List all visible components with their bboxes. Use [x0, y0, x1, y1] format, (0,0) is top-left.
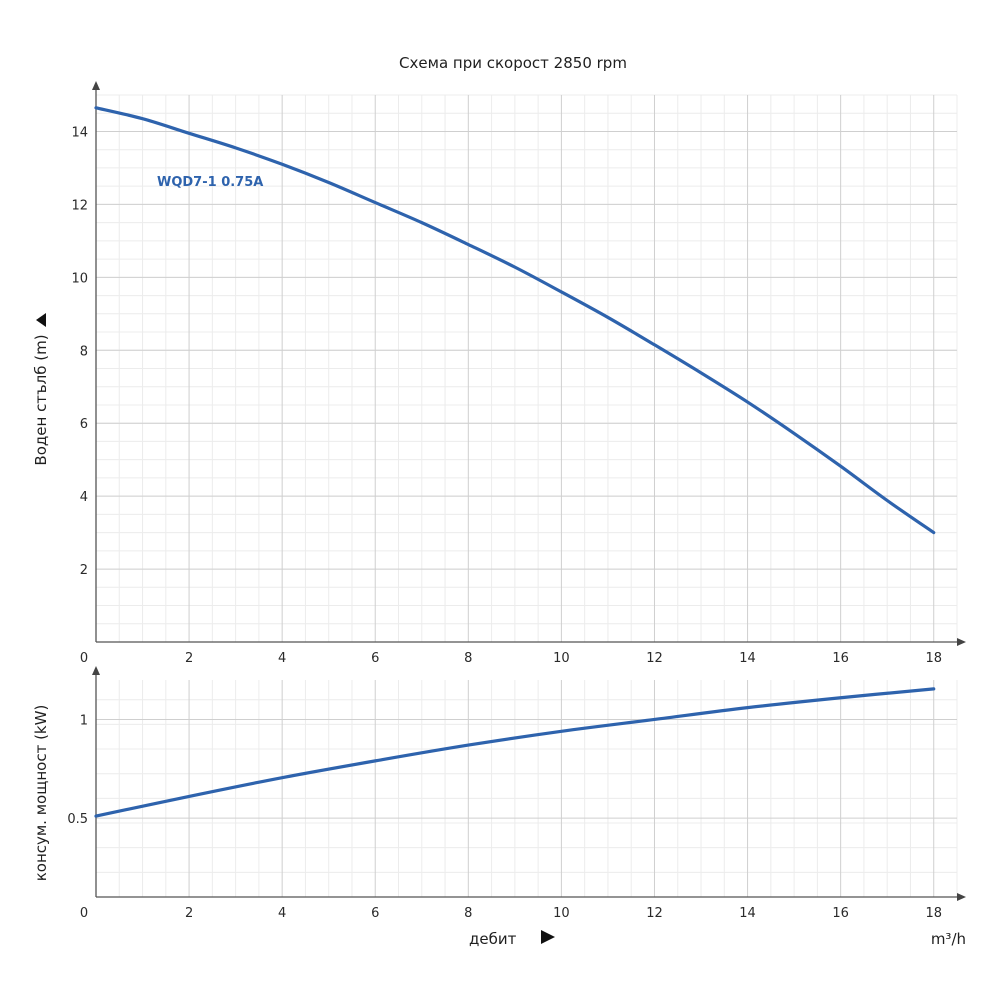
head-x-tick-label: 0 — [80, 651, 88, 666]
x-axis-title: дебит — [469, 930, 517, 948]
head-y-tick-label: 4 — [80, 490, 88, 505]
power-x-tick-label: 14 — [739, 906, 756, 921]
head-x-tick-label: 4 — [278, 651, 286, 666]
head-y-tick-label: 2 — [80, 563, 88, 578]
power-y-axis-title: консум. мощност (kW) — [32, 705, 50, 882]
head-series-line-0 — [94, 106, 936, 535]
power-x-tick-label: 10 — [553, 906, 570, 921]
power-x-tick-label: 18 — [925, 906, 942, 921]
head-y-tick-label: 8 — [80, 344, 88, 359]
head-y-axis-title: Воден стълб (m) — [32, 334, 50, 465]
head-y-tick-label: 14 — [71, 125, 88, 140]
power-x-tick-label: 8 — [464, 906, 472, 921]
head-y-tick-label: 6 — [80, 417, 88, 432]
series-label: WQD7-1 0.75A — [157, 175, 263, 190]
power-y-tick-label: 1 — [80, 713, 88, 728]
power-x-tick-label: 2 — [185, 906, 193, 921]
chart-title: Схема при скорост 2850 rpm — [399, 54, 627, 72]
head-x-axis-arrow — [957, 638, 966, 646]
power-x-tick-label: 6 — [371, 906, 379, 921]
power-y-tick-label: 0.5 — [67, 812, 88, 827]
head-y-tick-label: 12 — [71, 198, 88, 213]
head-x-tick-label: 2 — [185, 651, 193, 666]
power-x-tick-label: 0 — [80, 906, 88, 921]
power-series-line-0 — [94, 687, 936, 818]
head-y-tick-label: 10 — [71, 271, 88, 286]
head-y-axis-title-arrow — [36, 313, 46, 327]
power-x-axis-arrow — [957, 893, 966, 901]
power-y-axis-arrow — [92, 666, 100, 675]
power-x-tick-label: 12 — [646, 906, 663, 921]
head-x-tick-label: 14 — [739, 651, 756, 666]
head-x-tick-label: 6 — [371, 651, 379, 666]
head-x-tick-label: 10 — [553, 651, 570, 666]
head-y-axis-arrow — [92, 81, 100, 90]
head-x-tick-label: 18 — [925, 651, 942, 666]
x-axis-unit: m³/h — [931, 930, 966, 948]
x-axis-title-arrow — [541, 930, 555, 944]
power-x-tick-label: 16 — [832, 906, 849, 921]
power-x-tick-label: 4 — [278, 906, 286, 921]
head-x-tick-label: 12 — [646, 651, 663, 666]
head-x-tick-label: 16 — [832, 651, 849, 666]
head-x-tick-label: 8 — [464, 651, 472, 666]
